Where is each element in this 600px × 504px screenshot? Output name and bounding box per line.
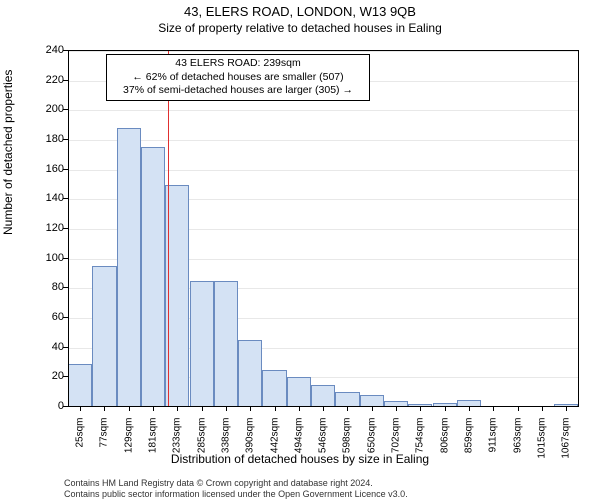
page-title: 43, ELERS ROAD, LONDON, W13 9QB: [0, 4, 600, 19]
page-subtitle: Size of property relative to detached ho…: [0, 21, 600, 35]
x-tick-label: 546sqm: [318, 418, 329, 468]
x-tick: [80, 406, 81, 411]
annotation-line-3: 37% of semi-detached houses are larger (…: [111, 84, 365, 98]
y-tick: [63, 50, 68, 51]
histogram-bar: [68, 364, 92, 407]
footer-line-2: Contains public sector information licen…: [64, 489, 408, 500]
y-tick-label: 60: [34, 311, 64, 323]
y-tick-label: 100: [34, 252, 64, 264]
y-tick: [63, 228, 68, 229]
histogram-bar: [117, 128, 141, 407]
histogram-bar: [238, 340, 262, 407]
gridline: [68, 110, 578, 111]
x-tick-label: 77sqm: [99, 418, 110, 468]
x-tick-label: 129sqm: [123, 418, 134, 468]
x-tick: [469, 406, 470, 411]
x-tick: [445, 406, 446, 411]
x-tick-label: 390sqm: [245, 418, 256, 468]
footer-attribution: Contains HM Land Registry data © Crown c…: [64, 478, 408, 500]
x-tick: [275, 406, 276, 411]
y-tick: [63, 198, 68, 199]
x-tick-label: 25sqm: [75, 418, 86, 468]
histogram-bar: [190, 281, 214, 407]
x-tick-label: 285sqm: [196, 418, 207, 468]
histogram-bar: [287, 377, 311, 407]
y-tick-label: 120: [34, 222, 64, 234]
x-tick: [542, 406, 543, 411]
x-tick: [129, 406, 130, 411]
y-axis-title: Number of detached properties: [1, 70, 15, 235]
y-tick-label: 160: [34, 163, 64, 175]
y-tick: [63, 169, 68, 170]
x-tick: [372, 406, 373, 411]
x-tick: [202, 406, 203, 411]
histogram-bar: [311, 385, 335, 407]
y-tick: [63, 347, 68, 348]
x-tick: [396, 406, 397, 411]
x-tick-label: 494sqm: [293, 418, 304, 468]
gridline: [68, 140, 578, 141]
histogram-bar: [262, 370, 286, 407]
x-tick: [420, 406, 421, 411]
y-tick-label: 0: [34, 400, 64, 412]
x-tick: [153, 406, 154, 411]
x-tick: [566, 406, 567, 411]
histogram-bar: [214, 281, 238, 407]
reference-line: [168, 51, 169, 407]
x-tick-label: 963sqm: [512, 418, 523, 468]
annotation-box: 43 ELERS ROAD: 239sqm ← 62% of detached …: [106, 54, 370, 101]
y-tick-label: 180: [34, 133, 64, 145]
y-tick-label: 80: [34, 281, 64, 293]
x-tick-label: 859sqm: [463, 418, 474, 468]
plot-area: [68, 51, 578, 407]
y-tick-label: 200: [34, 103, 64, 115]
x-tick: [226, 406, 227, 411]
annotation-line-2: ← 62% of detached houses are smaller (50…: [111, 71, 365, 85]
histogram-bar: [141, 147, 165, 407]
x-tick-label: 442sqm: [269, 418, 280, 468]
y-tick: [63, 139, 68, 140]
y-tick-label: 20: [34, 370, 64, 382]
gridline: [68, 51, 578, 52]
x-tick: [347, 406, 348, 411]
annotation-line-1: 43 ELERS ROAD: 239sqm: [111, 57, 365, 71]
x-tick-label: 650sqm: [366, 418, 377, 468]
y-axis: [68, 50, 69, 406]
y-tick: [63, 376, 68, 377]
x-tick: [493, 406, 494, 411]
x-tick-label: 806sqm: [439, 418, 450, 468]
y-tick-label: 220: [34, 74, 64, 86]
x-tick: [299, 406, 300, 411]
y-tick: [63, 258, 68, 259]
histogram-chart: [68, 50, 579, 407]
x-tick-label: 754sqm: [415, 418, 426, 468]
y-tick-label: 40: [34, 341, 64, 353]
footer-line-1: Contains HM Land Registry data © Crown c…: [64, 478, 408, 489]
x-tick: [250, 406, 251, 411]
x-tick-label: 233sqm: [172, 418, 183, 468]
histogram-bar: [335, 392, 359, 407]
x-tick-label: 1015sqm: [536, 418, 547, 468]
x-tick-label: 911sqm: [488, 418, 499, 468]
x-tick-label: 181sqm: [148, 418, 159, 468]
y-tick: [63, 317, 68, 318]
x-tick: [518, 406, 519, 411]
x-tick-label: 338sqm: [220, 418, 231, 468]
x-tick: [177, 406, 178, 411]
x-tick: [104, 406, 105, 411]
y-tick-label: 140: [34, 192, 64, 204]
x-tick-label: 1067sqm: [561, 418, 572, 468]
y-tick: [63, 80, 68, 81]
y-tick: [63, 406, 68, 407]
x-tick: [323, 406, 324, 411]
y-tick: [63, 287, 68, 288]
x-tick-label: 702sqm: [391, 418, 402, 468]
histogram-bar: [92, 266, 116, 407]
x-tick-label: 598sqm: [342, 418, 353, 468]
y-tick-label: 240: [34, 44, 64, 56]
y-tick: [63, 109, 68, 110]
